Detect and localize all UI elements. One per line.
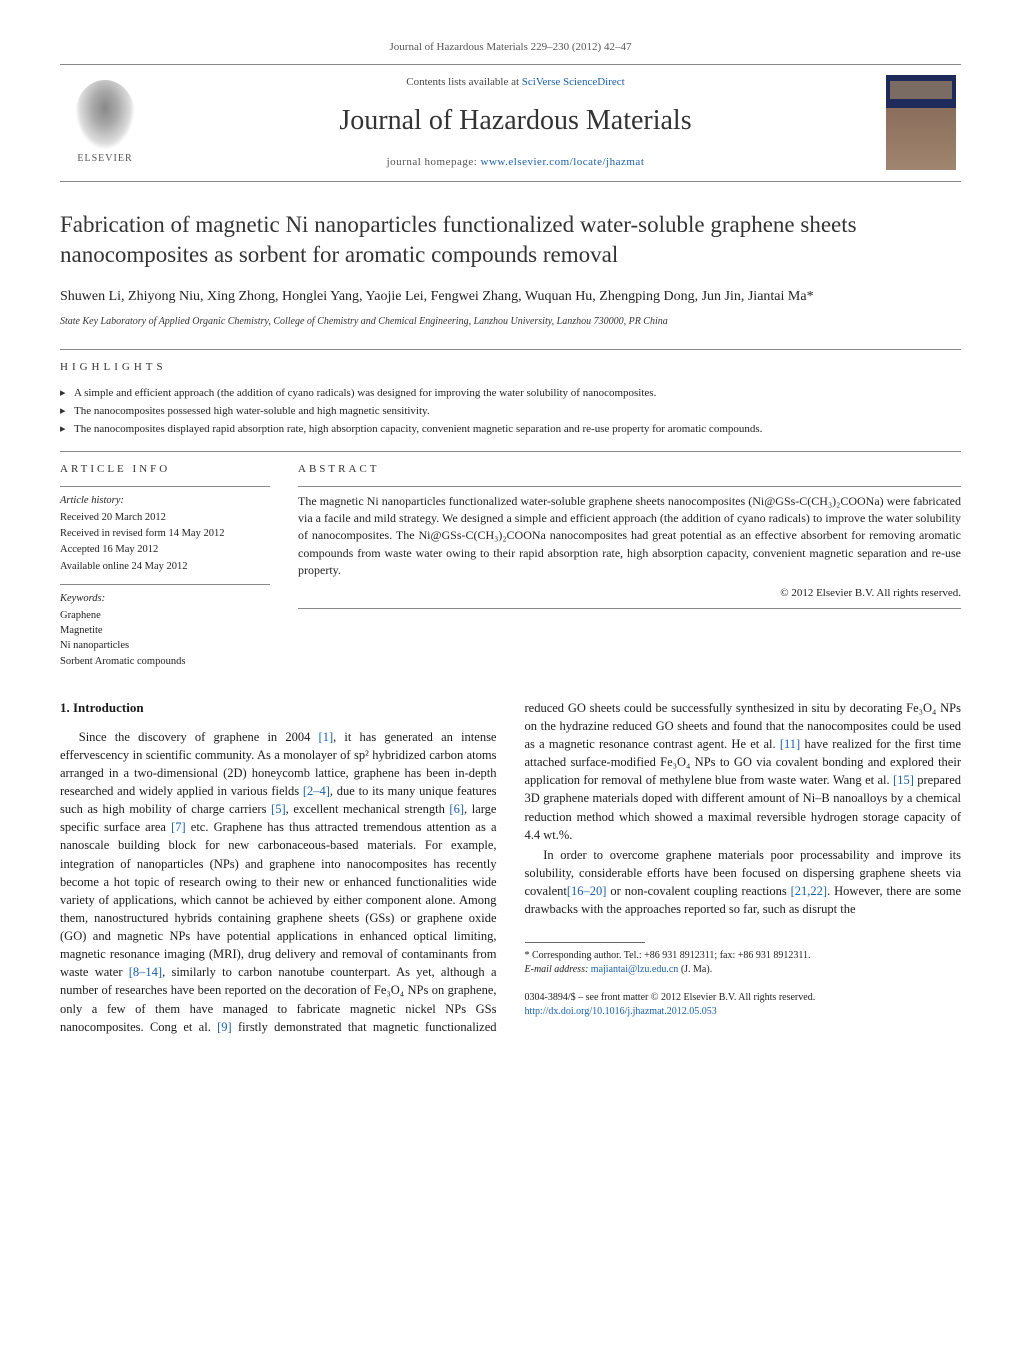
keyword-item: Magnetite xyxy=(60,623,270,638)
journal-title: Journal of Hazardous Materials xyxy=(150,101,881,142)
email-label: E-mail address: xyxy=(525,964,591,975)
highlights-list: A simple and efficient approach (the add… xyxy=(60,386,961,437)
journal-cover xyxy=(881,73,961,173)
issn-line: 0304-3894/$ – see front matter © 2012 El… xyxy=(525,991,962,1005)
journal-banner: ELSEVIER Contents lists available at Sci… xyxy=(60,64,961,182)
highlight-item: A simple and efficient approach (the add… xyxy=(60,386,961,401)
citation-link[interactable]: [9] xyxy=(217,1020,232,1034)
history-item: Accepted 16 May 2012 xyxy=(60,542,270,557)
affiliation: State Key Laboratory of Applied Organic … xyxy=(60,315,961,330)
divider xyxy=(298,608,961,609)
text-run: etc. Graphene has thus attracted tremend… xyxy=(60,820,497,979)
highlight-item: The nanocomposites possessed high water-… xyxy=(60,404,961,419)
citation-link[interactable]: [2–4] xyxy=(303,784,330,798)
article-info-column: ARTICLE INFO Article history: Received 2… xyxy=(60,462,270,669)
history-item: Received in revised form 14 May 2012 xyxy=(60,526,270,541)
citation-link[interactable]: [15] xyxy=(893,773,914,787)
abstract-text: The magnetic Ni nanoparticles functional… xyxy=(298,493,961,580)
section-heading: 1. Introduction xyxy=(60,699,497,718)
divider xyxy=(60,486,270,487)
article-title: Fabrication of magnetic Ni nanoparticles… xyxy=(60,210,961,270)
abstract-column: ABSTRACT The magnetic Ni nanoparticles f… xyxy=(298,462,961,669)
author-list: Shuwen Li, Zhiyong Niu, Xing Zhong, Hong… xyxy=(60,286,961,307)
contents-prefix: Contents lists available at xyxy=(406,76,521,88)
abstract-label: ABSTRACT xyxy=(298,462,961,478)
divider xyxy=(60,451,961,452)
email-link[interactable]: majiantai@lzu.edu.cn xyxy=(591,964,679,975)
citation-link[interactable]: [16–20] xyxy=(567,884,607,898)
keyword-item: Graphene xyxy=(60,608,270,623)
footnote-divider xyxy=(525,942,645,943)
article-info-label: ARTICLE INFO xyxy=(60,462,270,478)
homepage-line: journal homepage: www.elsevier.com/locat… xyxy=(150,155,881,171)
body-paragraph: In order to overcome graphene materials … xyxy=(525,846,962,919)
homepage-link[interactable]: www.elsevier.com/locate/jhazmat xyxy=(481,156,645,168)
text-run: Since the discovery of graphene in 2004 xyxy=(79,730,319,744)
homepage-prefix: journal homepage: xyxy=(387,156,481,168)
citation-link[interactable]: [5] xyxy=(271,802,286,816)
body-text: 1. Introduction Since the discovery of g… xyxy=(60,699,961,1036)
history-label: Article history: xyxy=(60,493,270,508)
highlight-item: The nanocomposites displayed rapid absor… xyxy=(60,422,961,437)
divider xyxy=(60,349,961,350)
text-run: , excellent mechanical strength xyxy=(286,802,450,816)
citation-link[interactable]: [21,22] xyxy=(791,884,827,898)
publisher-logo: ELSEVIER xyxy=(60,73,150,173)
contents-line: Contents lists available at SciVerse Sci… xyxy=(150,75,881,91)
keywords-label: Keywords: xyxy=(60,591,270,606)
cover-thumbnail-icon xyxy=(886,75,956,170)
running-header: Journal of Hazardous Materials 229–230 (… xyxy=(60,40,961,56)
divider xyxy=(298,486,961,487)
abstract-copyright: © 2012 Elsevier B.V. All rights reserved… xyxy=(298,586,961,602)
doi-link[interactable]: http://dx.doi.org/10.1016/j.jhazmat.2012… xyxy=(525,1006,717,1017)
text-run: or non-covalent coupling reactions xyxy=(606,884,790,898)
corresponding-author-note: * Corresponding author. Tel.: +86 931 89… xyxy=(525,949,962,977)
email-suffix: (J. Ma). xyxy=(678,964,712,975)
citation-link[interactable]: [11] xyxy=(780,737,800,751)
keyword-item: Ni nanoparticles xyxy=(60,638,270,653)
corr-author-line: * Corresponding author. Tel.: +86 931 89… xyxy=(525,949,962,963)
citation-link[interactable]: [7] xyxy=(171,820,186,834)
elsevier-tree-icon xyxy=(75,80,135,150)
history-item: Received 20 March 2012 xyxy=(60,510,270,525)
highlights-label: HIGHLIGHTS xyxy=(60,360,961,376)
history-item: Available online 24 May 2012 xyxy=(60,559,270,574)
sciencedirect-link[interactable]: SciVerse ScienceDirect xyxy=(522,76,625,88)
publisher-name: ELSEVIER xyxy=(77,152,132,167)
divider xyxy=(60,584,270,585)
keyword-item: Sorbent Aromatic compounds xyxy=(60,654,270,669)
citation-link[interactable]: [6] xyxy=(449,802,464,816)
citation-link[interactable]: [8–14] xyxy=(129,965,162,979)
bottom-meta: 0304-3894/$ – see front matter © 2012 El… xyxy=(525,991,962,1019)
citation-link[interactable]: [1] xyxy=(319,730,334,744)
